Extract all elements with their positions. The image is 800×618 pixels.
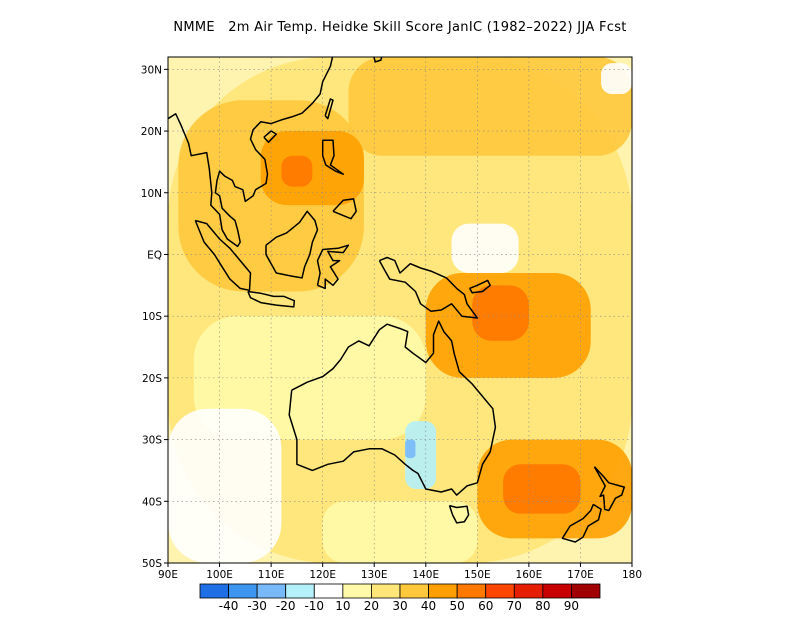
lon-tick-label: 180: [622, 569, 642, 581]
skill-region: [451, 223, 519, 273]
colorbar-swatch: [513, 583, 544, 599]
coastline-new-guinea: [378, 256, 479, 319]
coastline-luzon: [321, 139, 345, 175]
colorbar-swatch: [399, 583, 429, 599]
lat-tick-label: 10N: [141, 188, 162, 200]
colorbar-swatch: [256, 583, 287, 599]
colorbar-label: -40: [219, 599, 239, 613]
coastline-java: [247, 290, 296, 308]
coastline-korea: [348, 23, 371, 40]
skill-region: [405, 421, 437, 489]
lon-tick-label: 170E: [567, 569, 594, 581]
coastline-asia-mainland: [168, 57, 334, 248]
skill-region: [472, 285, 529, 341]
colorbar-swatch: [456, 583, 487, 599]
lon-tick-label: 140E: [412, 569, 439, 581]
latitude-axis: 30N 20N 10N EQ 10S 20S 30S 40S 50S: [141, 64, 168, 570]
coastline-nz-north: [593, 466, 626, 512]
coastline-new-britain: [468, 279, 491, 294]
colorbar-swatch: [371, 583, 401, 599]
colorbar-label: 30: [392, 599, 407, 613]
lon-tick-label: 120E: [309, 569, 336, 581]
skill-region: [193, 316, 426, 440]
skill-region: [601, 63, 632, 95]
coastline-kyushu: [373, 57, 383, 63]
skill-region: [503, 464, 581, 514]
coastline-australia: [288, 320, 497, 496]
map-frame: [167, 56, 633, 564]
coastline-sulawesi: [316, 244, 350, 290]
colorbar-swatch: [571, 583, 601, 599]
lon-tick-label: 110E: [258, 569, 285, 581]
skill-region: [348, 57, 632, 156]
colorbar-label: -20: [276, 599, 296, 613]
map-title: NMME 2m Air Temp. Heidke Skill Score Jan…: [173, 20, 627, 35]
colorbar-swatch: [228, 583, 258, 599]
colorbar-label: -30: [247, 599, 267, 613]
lat-tick-label: 20S: [142, 373, 162, 385]
longitude-axis: 90E 100E 110E 120E 130E 140E 150E 160E 170E 180: [158, 563, 642, 581]
colorbar-swatch: [542, 583, 572, 599]
lat-tick-label: 30N: [141, 64, 162, 76]
lon-tick-label: 90E: [158, 569, 178, 581]
lon-tick-label: 160E: [516, 569, 543, 581]
colorbar-label: 50: [450, 599, 465, 613]
coastline-mindanao: [332, 198, 357, 220]
lat-tick-label: 50S: [142, 558, 162, 570]
colorbar-swatch: [313, 583, 344, 599]
skill-region: [168, 408, 282, 563]
colorbar-swatch: [485, 583, 515, 599]
colorbar-swatch: [428, 583, 458, 599]
lat-tick-label: 30S: [142, 435, 162, 447]
colorbar-label: 80: [535, 599, 550, 613]
skill-region: [322, 501, 478, 563]
colorbar-label: 90: [564, 599, 579, 613]
lat-tick-label: 20N: [141, 126, 162, 138]
colorbar-swatch: [342, 583, 372, 599]
coastline-sri-lanka: [115, 194, 125, 217]
coastline-shikoku: [387, 43, 398, 51]
lat-lon-grid: [168, 57, 632, 563]
skill-region: [281, 155, 313, 187]
colorbar-label: 60: [478, 599, 493, 613]
lon-tick-label: 100E: [206, 569, 233, 581]
colorbar: -40 -30 -20 -10 10 20 30 40 50 60 70 80 90: [199, 583, 601, 613]
coastline-taiwan: [324, 98, 334, 120]
lat-tick-label: 40S: [142, 496, 162, 508]
colorbar-label: 70: [507, 599, 522, 613]
lat-tick-label: 10S: [142, 311, 162, 323]
lat-tick-label: EQ: [147, 249, 162, 261]
skill-region: [405, 439, 416, 459]
skill-field: [168, 57, 632, 563]
colorbar-label: 10: [335, 599, 350, 613]
colorbar-label: 40: [421, 599, 436, 613]
coastline-hainan: [263, 130, 278, 143]
colorbar-swatch: [285, 583, 315, 599]
coastline-sumatra: [194, 219, 252, 292]
colorbar-swatch: [199, 583, 229, 599]
colorbar-label: -10: [304, 599, 324, 613]
coastlines: [115, 9, 626, 543]
lon-tick-label: 150E: [464, 569, 491, 581]
lon-tick-label: 130E: [361, 569, 388, 581]
coastline-tasmania: [448, 504, 470, 524]
coastline-borneo: [265, 210, 319, 279]
coastline-honshu: [379, 9, 434, 48]
colorbar-label: 20: [364, 599, 379, 613]
coastline-nz-south: [561, 503, 602, 543]
